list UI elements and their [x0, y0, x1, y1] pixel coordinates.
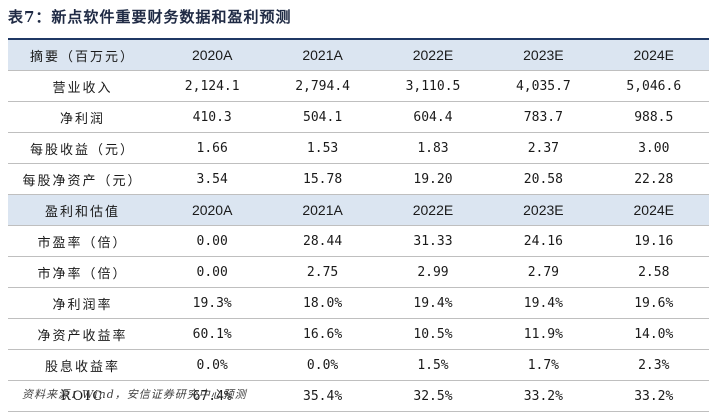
- table-cell: 35.4%: [303, 388, 343, 404]
- column-header: 2024E: [633, 47, 674, 63]
- table-cell: 988.5: [634, 109, 674, 125]
- table-cell: 19.3%: [192, 295, 232, 311]
- table-cell: 16.6%: [303, 326, 343, 342]
- table-cell: 15.78: [303, 171, 343, 187]
- table-cell: 0.00: [196, 233, 228, 249]
- table-cell: 19.4%: [413, 295, 453, 311]
- table-cell: 11.9%: [523, 326, 563, 342]
- table-cell: 783.7: [523, 109, 563, 125]
- row-label: 净利润: [59, 111, 105, 127]
- table-cell: 2.75: [306, 264, 339, 280]
- table-cell: 1.83: [417, 140, 449, 156]
- table-cell: 19.6%: [634, 295, 674, 311]
- column-header: 2020A: [191, 202, 233, 218]
- table-cell: 2.3%: [638, 357, 670, 373]
- table-row: 每股收益（元） 1.66 1.53 1.83 2.37 3.00: [8, 133, 709, 164]
- table-cell: 24.16: [523, 233, 563, 249]
- section1-header-row: 摘要（百万元） 2020A 2021A 2022E 2023E 2024E: [8, 40, 709, 71]
- column-header: 2021A: [302, 202, 343, 218]
- column-header: 2022E: [412, 202, 454, 218]
- row-label: 市净率（倍）: [37, 266, 128, 282]
- section2-header-label: 盈利和估值: [44, 204, 120, 220]
- table-title: 表7：新点软件重要财务数据和盈利预测: [8, 8, 292, 26]
- row-label: 营业收入: [52, 80, 113, 96]
- table-cell: 33.2%: [634, 388, 674, 404]
- column-header: 2024E: [633, 202, 674, 218]
- table-cell: 10.5%: [413, 326, 453, 342]
- table-cell: 4,035.7: [515, 78, 571, 94]
- section1-header-label: 摘要（百万元）: [29, 49, 135, 65]
- table-cell: 3.00: [638, 140, 670, 156]
- row-label: 每股净资产（元）: [22, 173, 143, 189]
- table-cell: 22.28: [634, 171, 674, 187]
- table-cell: 3,110.5: [405, 78, 461, 94]
- table-cell: 28.44: [303, 233, 343, 249]
- table-cell: 1.53: [306, 140, 339, 156]
- table-cell: 1.5%: [417, 357, 449, 373]
- table-cell: 67.4%: [192, 388, 232, 404]
- table-row: 市盈率（倍） 0.00 28.44 31.33 24.16 19.16: [8, 226, 709, 257]
- table-cell: 33.2%: [523, 388, 563, 404]
- table-cell: 19.4%: [523, 295, 563, 311]
- table-row: 营业收入 2,124.1 2,794.4 3,110.5 4,035.7 5,0…: [8, 71, 709, 102]
- column-header: 2021A: [302, 47, 343, 63]
- table-row: 市净率（倍） 0.00 2.75 2.99 2.79 2.58: [8, 257, 709, 288]
- table-cell: 2.99: [417, 264, 449, 280]
- table-cell: 410.3: [192, 109, 232, 125]
- table-cell: 31.33: [413, 233, 453, 249]
- table-cell: 19.16: [634, 233, 674, 249]
- table-cell: 2.37: [527, 140, 560, 156]
- column-header: 2023E: [523, 47, 564, 63]
- table-row: 净利润 410.3 504.1 604.4 783.7 988.5: [8, 102, 709, 133]
- table-row: 净资产收益率 60.1% 16.6% 10.5% 11.9% 14.0%: [8, 319, 709, 350]
- section2-header-row: 盈利和估值 2020A 2021A 2022E 2023E 2024E: [8, 195, 709, 226]
- table-cell: 60.1%: [192, 326, 232, 342]
- table-cell: 1.7%: [527, 357, 560, 373]
- row-label: 净利润率: [52, 297, 113, 313]
- table-cell: 20.58: [523, 171, 563, 187]
- row-label: 净资产收益率: [37, 328, 128, 344]
- table-cell: 5,046.6: [626, 78, 682, 94]
- table-cell: 2,794.4: [295, 78, 350, 94]
- column-header: 2023E: [523, 202, 564, 218]
- table-cell: 18.0%: [303, 295, 343, 311]
- table-cell: 0.0%: [306, 357, 339, 373]
- table-cell: 0.0%: [196, 357, 228, 373]
- column-header: 2020A: [191, 47, 233, 63]
- table-cell: 504.1: [303, 109, 343, 125]
- row-label: 每股收益（元）: [29, 142, 135, 158]
- column-header: 2022E: [412, 47, 454, 63]
- table-cell: 1.66: [196, 140, 228, 156]
- row-label: 市盈率（倍）: [37, 235, 128, 251]
- table-cell: 0.00: [196, 264, 228, 280]
- table-top-rule: [8, 38, 709, 40]
- source-note: 资料来源：Wind，安信证券研究中心预测: [22, 388, 247, 401]
- row-label: ROIC: [60, 388, 105, 404]
- table-row: 净利润率 19.3% 18.0% 19.4% 19.4% 19.6%: [8, 288, 709, 319]
- table-cell: 14.0%: [634, 326, 674, 342]
- row-label: 股息收益率: [44, 359, 120, 375]
- table-cell: 19.20: [413, 171, 453, 187]
- table-cell: 604.4: [413, 109, 453, 125]
- table-cell: 2.79: [527, 264, 560, 280]
- table-cell: 2,124.1: [184, 78, 240, 94]
- table-cell: 3.54: [196, 171, 228, 187]
- table-row: 每股净资产（元） 3.54 15.78 19.20 20.58 22.28: [8, 164, 709, 195]
- table-cell: 2.58: [638, 264, 670, 280]
- financial-table: 摘要（百万元） 2020A 2021A 2022E 2023E 2024E 营业…: [8, 38, 709, 412]
- table-row: 股息收益率 0.0% 0.0% 1.5% 1.7% 2.3%: [8, 350, 709, 381]
- table-cell: 32.5%: [413, 388, 453, 404]
